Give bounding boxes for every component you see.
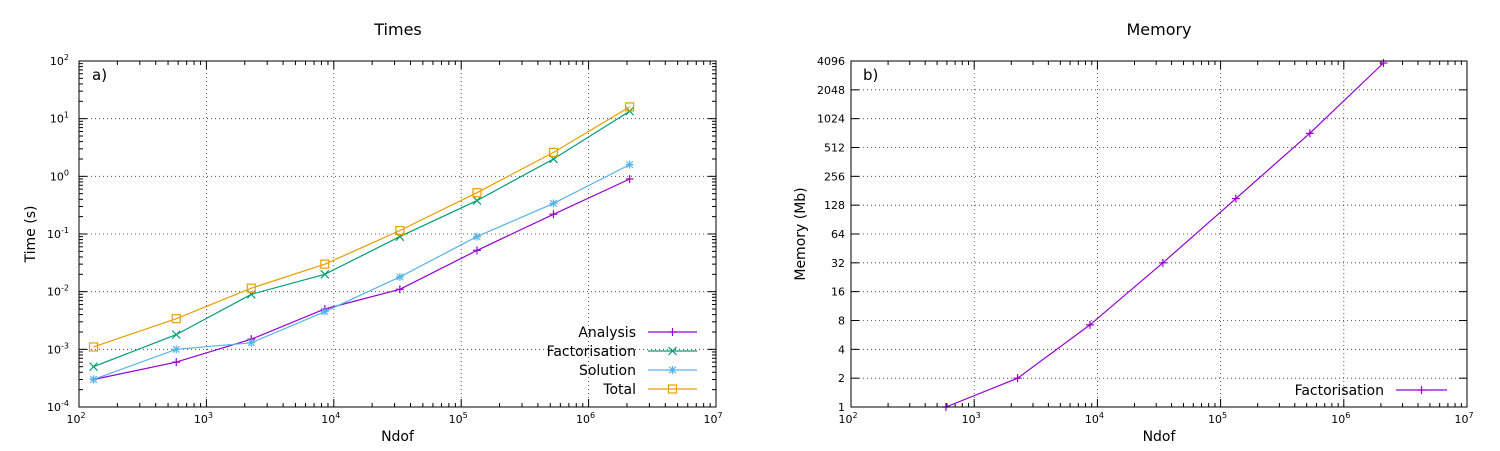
- plot-frame: [850, 60, 1468, 408]
- chart-title: Memory: [1126, 20, 1191, 39]
- data-point: [395, 225, 405, 236]
- chart-panel-1: 102 103 104 105 106 107 10-4 10-3 10-2 10-1 100 101…: [23, 20, 723, 445]
- chart-title: Times: [373, 20, 422, 39]
- x-tick-label: 106: [576, 411, 595, 426]
- y-tick-label: 1024: [817, 113, 845, 126]
- x-tick-label: 106: [1331, 411, 1350, 426]
- data-point: [395, 272, 404, 281]
- x-tick-label: 102: [838, 411, 857, 426]
- chart-panel-2: 102 103 104 105 106 107 1 2 4 8 16 32 64 128 256 512 102…: [793, 20, 1474, 445]
- series-line: [93, 106, 631, 348]
- y-tick-label: 4: [838, 343, 845, 356]
- data-point: [548, 147, 559, 158]
- x-tick-label: 103: [962, 411, 981, 426]
- legend-marker: [1417, 386, 1426, 394]
- x-axis-label: Ndof: [1143, 429, 1177, 445]
- y-tick-label: 101: [50, 111, 69, 126]
- data-point: [1013, 374, 1022, 383]
- data-point: [89, 362, 98, 372]
- data-point: [172, 358, 181, 367]
- legend-label: Factorisation: [547, 344, 636, 360]
- y-tick-label: 2: [838, 372, 845, 385]
- legend-label: Analysis: [578, 325, 636, 341]
- data-point: [89, 375, 98, 384]
- y-tick-label: 16: [831, 286, 845, 299]
- y-axis-label: Memory (Mb): [793, 187, 809, 280]
- y-tick-label: 10-4: [47, 399, 69, 414]
- legend-marker: [668, 328, 677, 336]
- data-point: [320, 307, 329, 316]
- data-point: [625, 160, 634, 169]
- data-point: [472, 196, 482, 205]
- series-total: [88, 102, 635, 352]
- data-point: [395, 285, 404, 294]
- legend-marker: [668, 366, 677, 374]
- y-tick-label: 64: [831, 228, 845, 241]
- x-tick-label: 103: [194, 411, 213, 426]
- data-point: [549, 210, 558, 219]
- panel-label: a): [92, 66, 107, 84]
- series-solution: [89, 160, 634, 384]
- x-tick-label: 107: [1454, 411, 1473, 426]
- y-tick-label: 256: [824, 170, 845, 183]
- legend-label: Solution: [579, 363, 636, 379]
- x-tick-label: 107: [703, 411, 722, 426]
- data-point: [320, 259, 330, 269]
- data-point: [171, 314, 181, 324]
- x-tick-label: 105: [449, 411, 468, 426]
- x-tick-label: 102: [66, 411, 85, 426]
- data-point: [549, 199, 558, 208]
- data-point: [472, 188, 482, 198]
- data-point: [88, 342, 99, 352]
- data-point: [472, 232, 481, 241]
- x-tick-label: 104: [321, 411, 340, 426]
- plot-frame: [78, 60, 717, 408]
- y-tick-label: 10-1: [47, 226, 69, 241]
- data-point: [1231, 194, 1240, 203]
- y-tick-label: 10-2: [47, 284, 69, 299]
- series-factorisation: [89, 106, 635, 372]
- legend-marker: [668, 346, 677, 356]
- data-point: [1305, 129, 1314, 138]
- data-point: [171, 330, 181, 340]
- data-point: [1085, 320, 1094, 329]
- legend-label: Factorisation: [1295, 383, 1384, 399]
- series-line: [93, 178, 630, 381]
- series-line: [93, 110, 631, 368]
- x-tick-label: 105: [1208, 411, 1227, 426]
- y-tick-label: 102: [50, 53, 69, 68]
- data-point: [320, 269, 330, 279]
- y-tick-label: 128: [824, 199, 845, 212]
- y-tick-label: 100: [50, 168, 69, 183]
- y-axis-label: Time (s): [23, 206, 39, 264]
- y-tick-label: 1: [838, 401, 845, 414]
- data-point: [246, 283, 256, 293]
- data-point: [1379, 59, 1388, 68]
- y-tick-label: 8: [838, 315, 845, 328]
- data-point: [247, 338, 256, 347]
- x-tick-label: 104: [1085, 411, 1104, 426]
- panel-label: b): [863, 66, 878, 84]
- data-point: [1158, 258, 1167, 267]
- y-tick-label: 4096: [817, 55, 845, 68]
- legend-label: Total: [602, 382, 636, 398]
- y-tick-label: 32: [831, 257, 845, 270]
- legend-marker: [667, 384, 678, 394]
- data-point: [472, 246, 481, 255]
- series-line: [945, 62, 1384, 408]
- series-factorisation: [941, 59, 1388, 411]
- data-point: [625, 102, 635, 112]
- series-line: [93, 164, 630, 381]
- x-axis-label: Ndof: [381, 429, 415, 445]
- data-point: [172, 345, 181, 354]
- data-point: [625, 174, 634, 183]
- y-tick-label: 512: [824, 142, 845, 155]
- y-tick-label: 2048: [817, 84, 845, 97]
- y-tick-label: 10-3: [47, 341, 69, 356]
